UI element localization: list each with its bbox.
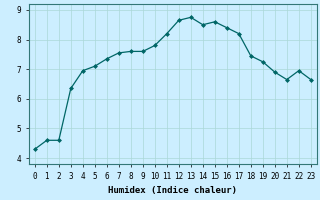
- X-axis label: Humidex (Indice chaleur): Humidex (Indice chaleur): [108, 186, 237, 195]
